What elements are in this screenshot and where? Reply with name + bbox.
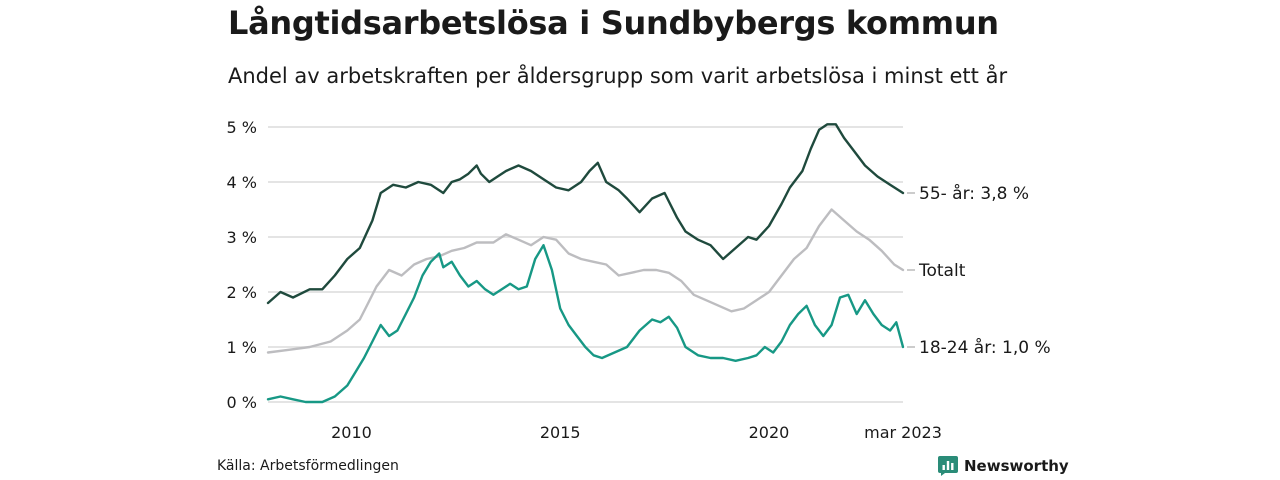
y-tick-label: 4 % — [227, 173, 257, 192]
chart-title: Långtidsarbetslösa i Sundbybergs kommun — [228, 4, 999, 42]
x-tick-label: 2020 — [749, 423, 790, 442]
gridlines — [268, 126, 903, 403]
x-tick-label: 2010 — [331, 423, 372, 442]
source-note: Källa: Arbetsförmedlingen — [217, 458, 399, 474]
series-end-label: Totalt — [918, 261, 966, 281]
y-tick-label: 1 % — [227, 338, 257, 357]
y-tick-label: 3 % — [227, 228, 257, 247]
series-line-1 — [266, 208, 905, 354]
series-end-label: 18-24 år: 1,0 % — [919, 337, 1051, 358]
x-tick-label: mar 2023 — [864, 423, 942, 442]
brand-name: Newsworthy — [964, 457, 1069, 475]
x-axis-tick-labels: 2010 2015 2020 mar 2023 — [331, 423, 942, 442]
series-lines — [266, 123, 905, 404]
brand-logo: Newsworthy — [938, 456, 1069, 476]
y-tick-label: 5 % — [227, 118, 257, 137]
line-chart: 0 %1 %2 %3 %4 %5 % 2010 2015 2020 mar 2023 … — [227, 118, 1051, 442]
y-tick-label: 0 % — [227, 393, 257, 412]
bar-chart-icon — [938, 456, 958, 476]
series-end-labels: 55- år: 3,8 % Totalt 18-24 år: 1,0 % — [907, 183, 1051, 358]
series-line-0 — [266, 123, 905, 305]
x-tick-label: 2015 — [540, 423, 581, 442]
series-line-2 — [266, 244, 905, 404]
y-axis-tick-labels: 0 % 1 % 2 % 3 % 4 % 5 % — [227, 118, 257, 412]
chart-subtitle: Andel av arbetskraften per åldersgrupp s… — [228, 64, 1008, 88]
y-tick-label: 2 % — [227, 283, 257, 302]
series-end-label: 55- år: 3,8 % — [919, 183, 1029, 204]
